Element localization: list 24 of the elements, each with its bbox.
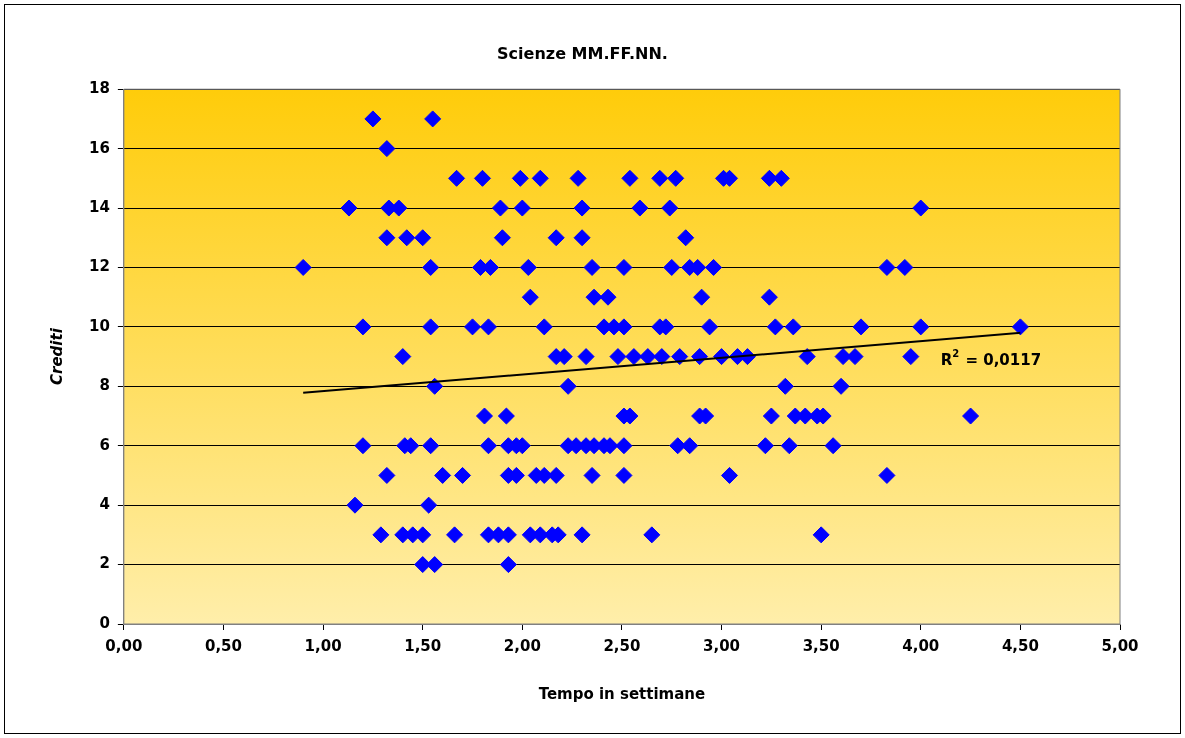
y-tick-label: 6 bbox=[99, 435, 110, 454]
x-tick-label: 1,00 bbox=[304, 636, 342, 655]
y-tick-label: 14 bbox=[89, 197, 110, 216]
y-tick-label: 16 bbox=[89, 138, 110, 157]
y-tick-label: 4 bbox=[99, 495, 110, 514]
x-tick-label: 3,00 bbox=[703, 636, 741, 655]
x-tick-label: 4,00 bbox=[902, 636, 940, 655]
y-axis-title: Crediti bbox=[47, 327, 66, 385]
x-tick-label: 4,50 bbox=[1001, 636, 1039, 655]
x-tick-label: 1,50 bbox=[404, 636, 442, 655]
y-tick-label: 2 bbox=[99, 554, 110, 573]
y-tick-label: 8 bbox=[99, 376, 110, 395]
x-tick-label: 0,00 bbox=[105, 636, 143, 655]
y-tick-label: 18 bbox=[89, 79, 110, 98]
y-tick-label: 0 bbox=[99, 613, 110, 632]
y-tick-label: 12 bbox=[89, 257, 110, 276]
x-tick-label: 3,50 bbox=[802, 636, 840, 655]
y-tick-label: 10 bbox=[89, 316, 110, 335]
x-tick-label: 0,50 bbox=[204, 636, 242, 655]
x-tick-label: 5,00 bbox=[1101, 636, 1139, 655]
x-axis-title: Tempo in settimane bbox=[538, 684, 706, 703]
chart-title: Scienze MM.FF.NN. bbox=[497, 43, 668, 63]
x-tick-label: 2,50 bbox=[603, 636, 641, 655]
x-tick-label: 2,00 bbox=[503, 636, 541, 655]
